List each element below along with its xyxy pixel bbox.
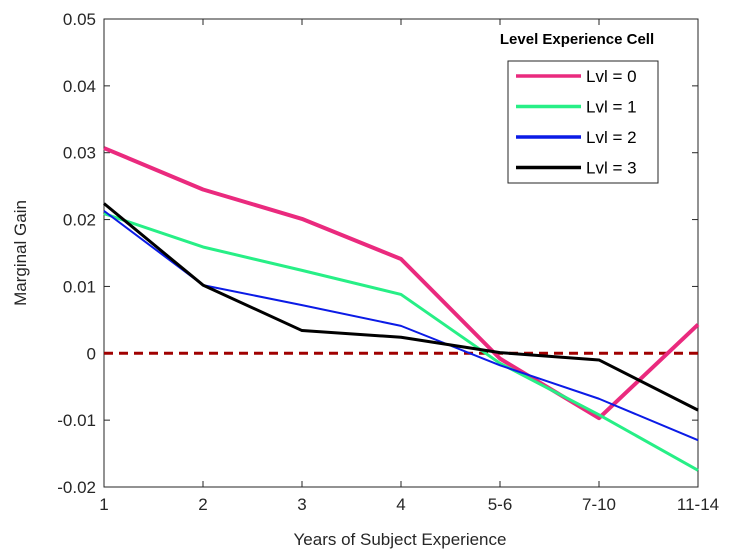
y-tick-label: -0.02 (57, 478, 96, 497)
legend-title: Level Experience Cell (500, 31, 654, 48)
legend-entry-label: Lvl = 3 (586, 159, 637, 178)
x-tick-label: 1 (99, 495, 108, 514)
x-tick-label: 3 (297, 495, 306, 514)
y-tick-label: 0.01 (63, 277, 96, 296)
series-line-lvl-3 (103, 202, 699, 412)
x-axis-ticks: 1 2 3 4 5-6 7-10 11-14 (99, 19, 719, 514)
x-tick-label: 2 (198, 495, 207, 514)
y-axis-label: Marginal Gain (11, 200, 30, 306)
x-tick-label: 4 (396, 495, 405, 514)
x-axis-label: Years of Subject Experience (294, 530, 507, 549)
x-tick-label: 5-6 (488, 495, 513, 514)
legend-entry-label: Lvl = 1 (586, 98, 637, 117)
y-tick-label: -0.01 (57, 411, 96, 430)
y-tick-label: 0 (87, 344, 96, 363)
series-layer (103, 146, 700, 472)
series-line-lvl-0 (103, 146, 700, 421)
legend-box (507, 60, 659, 184)
x-tick-label: 11-14 (677, 495, 719, 514)
legend-entry-label: Lvl = 0 (586, 67, 637, 86)
series-line-lvl-1 (103, 212, 699, 472)
y-tick-label: 0.04 (63, 77, 96, 96)
y-tick-label: 0.02 (63, 211, 96, 230)
y-tick-label: 0.05 (63, 10, 96, 29)
legend-entry-label: Lvl = 2 (586, 128, 637, 147)
y-tick-label: 0.03 (63, 144, 96, 163)
x-tick-label: 7-10 (582, 495, 616, 514)
legend: Lvl = 0 Lvl = 1 Lvl = 2 Lvl = 3 (507, 60, 659, 184)
